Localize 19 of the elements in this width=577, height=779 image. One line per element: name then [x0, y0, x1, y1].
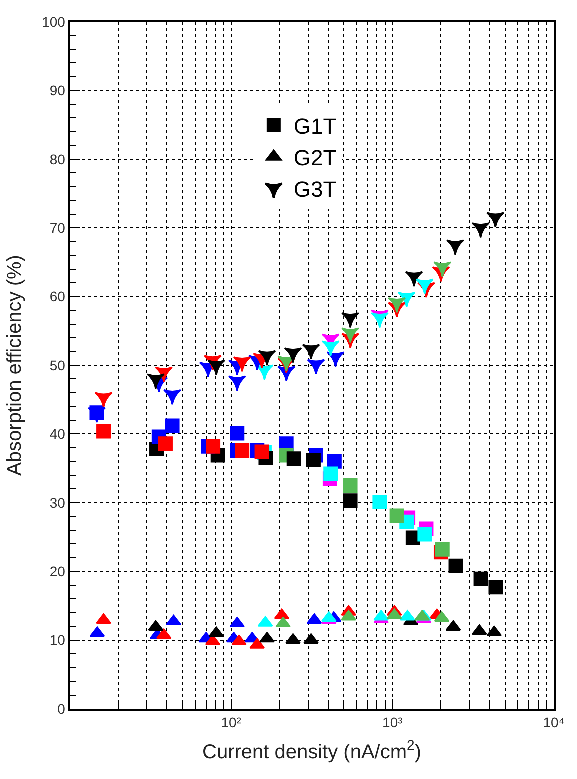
x-axis-title: Current density (nA/cm$^{2}$): [202, 737, 422, 764]
legend-label: G3T: [294, 177, 337, 202]
y-tick-label: 40: [50, 426, 66, 442]
y-tick-label: 10: [50, 632, 66, 648]
x-tick-label: 10³: [382, 714, 404, 731]
y-tick-label: 90: [50, 82, 66, 99]
x-tick-label: 10⁴: [543, 714, 565, 731]
y-tick-label: 70: [50, 220, 66, 236]
y-axis-title: Absorption efficiency (%): [4, 255, 26, 476]
y-tick-label: 20: [50, 564, 66, 580]
y-tick-label: 60: [50, 288, 66, 305]
y-tick-label: 50: [50, 357, 66, 374]
y-tick-label: 80: [50, 151, 66, 168]
y-tick-label: 100: [42, 14, 66, 30]
legend-label: G1T: [294, 114, 337, 139]
x-tick-label: 10²: [221, 714, 242, 731]
y-tick-label: 0: [58, 700, 66, 717]
legend-label: G2T: [294, 145, 337, 170]
y-tick-label: 30: [50, 494, 66, 511]
